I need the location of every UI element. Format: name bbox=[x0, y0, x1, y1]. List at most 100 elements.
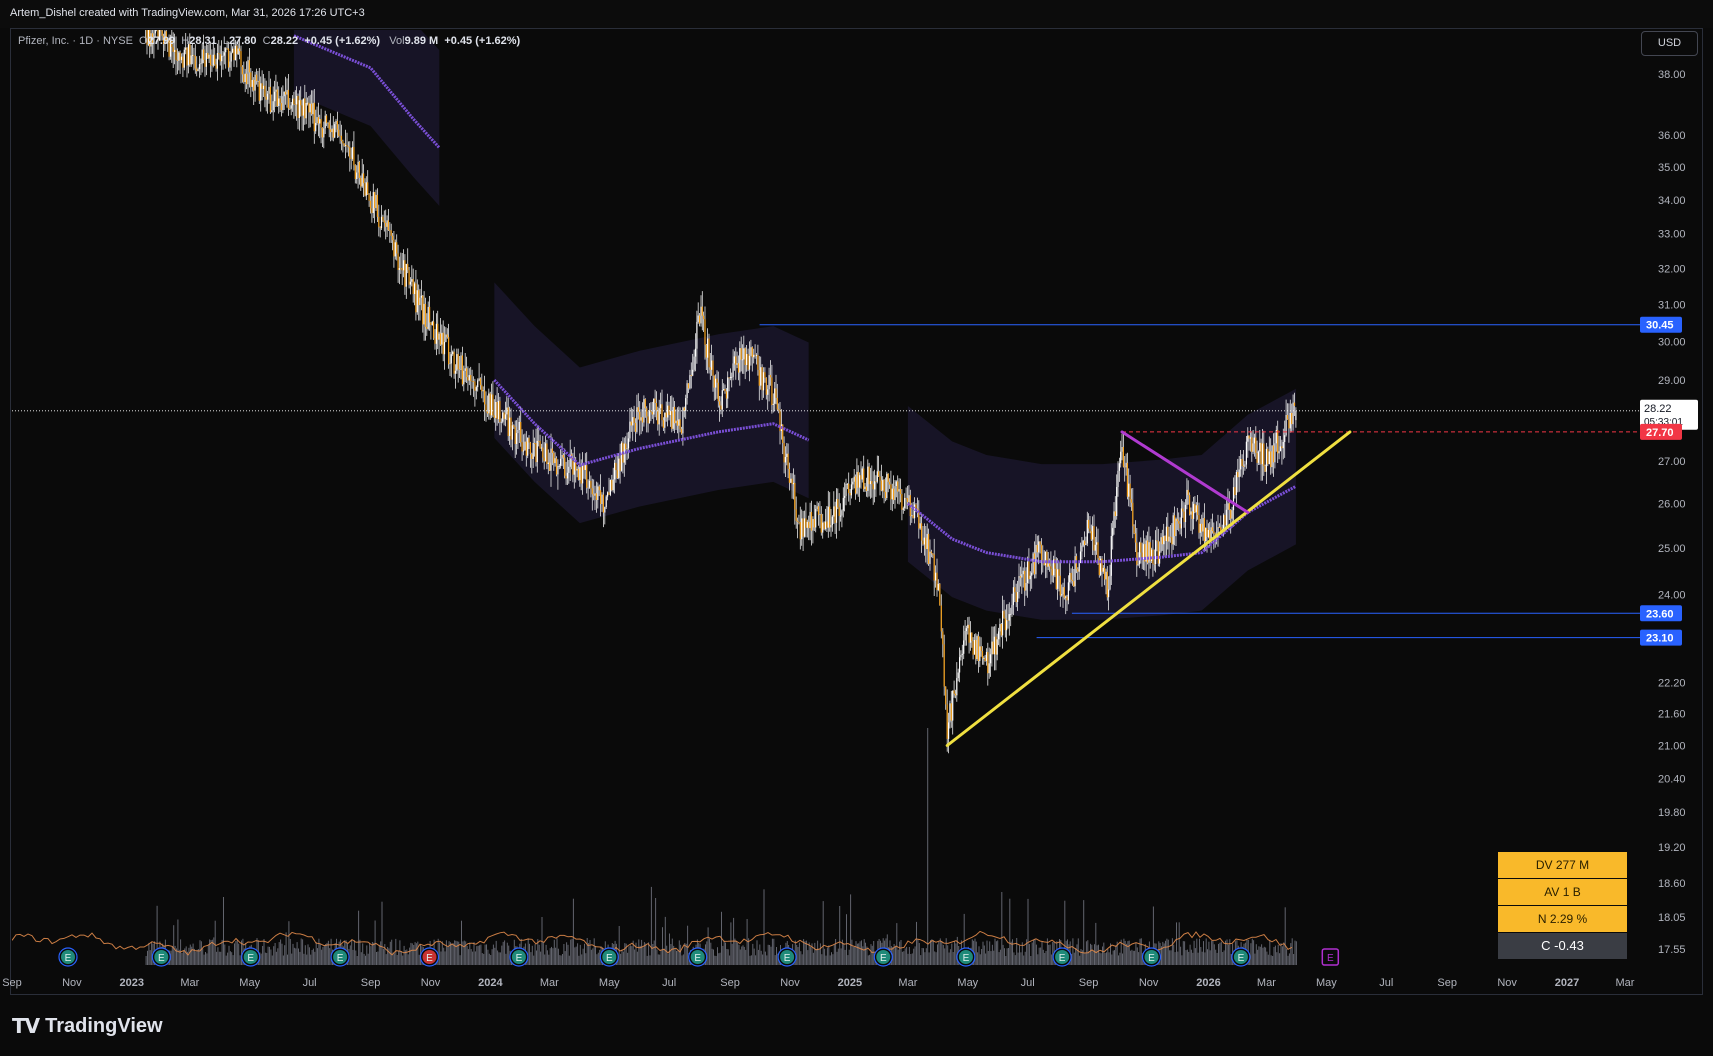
candle-body bbox=[1021, 574, 1023, 578]
volume-bar bbox=[770, 946, 772, 965]
candle-body bbox=[298, 100, 300, 118]
earnings-marker: E bbox=[873, 947, 893, 967]
candle-body bbox=[630, 421, 632, 426]
candle-body bbox=[1217, 527, 1219, 538]
candle-body bbox=[1199, 523, 1201, 533]
candle-body bbox=[810, 512, 813, 531]
volume-bar bbox=[551, 946, 552, 965]
candle-body bbox=[482, 390, 484, 392]
candle-body bbox=[891, 488, 893, 500]
candle-body bbox=[689, 375, 691, 389]
volume-bar bbox=[538, 944, 540, 965]
volume-bar bbox=[1106, 952, 1107, 965]
volume-bar bbox=[281, 943, 283, 965]
volume-bar bbox=[904, 948, 906, 965]
volume-bar bbox=[232, 955, 234, 965]
candle-body bbox=[214, 54, 216, 65]
candle-body bbox=[1209, 530, 1211, 540]
candle-body bbox=[1055, 568, 1057, 589]
volume-bar bbox=[631, 946, 633, 965]
candle-body bbox=[672, 406, 674, 429]
candle-body bbox=[690, 375, 692, 376]
volume-bar bbox=[592, 948, 594, 965]
tradingview-logo[interactable]: TV TradingView bbox=[12, 1014, 163, 1038]
candle-body bbox=[629, 421, 631, 439]
candle-body bbox=[872, 484, 874, 490]
volume-bar bbox=[855, 941, 857, 965]
chart-frame[interactable] bbox=[10, 28, 1703, 995]
candle-body bbox=[180, 56, 183, 61]
volume-bar bbox=[839, 906, 841, 965]
symbol-name[interactable]: Pfizer, Inc. · 1D · NYSE bbox=[18, 35, 133, 47]
candle-body bbox=[185, 47, 187, 50]
candle-body bbox=[297, 95, 299, 118]
volume-bar bbox=[1193, 940, 1195, 965]
volume-bar bbox=[739, 949, 741, 965]
volume-bar bbox=[228, 945, 230, 965]
time-tick-label: Sep bbox=[1079, 977, 1099, 989]
candle-body bbox=[1008, 614, 1010, 621]
volume-bar bbox=[1135, 942, 1137, 965]
volume-bar bbox=[599, 949, 601, 965]
volume-bar bbox=[318, 938, 320, 965]
candle-body bbox=[276, 89, 278, 106]
candle-body bbox=[1241, 459, 1243, 466]
volume-bar bbox=[1184, 941, 1186, 965]
price-tick-label: 38.00 bbox=[1658, 69, 1686, 81]
candle-body bbox=[194, 56, 196, 69]
candle-body bbox=[222, 55, 224, 57]
volume-bar bbox=[1118, 955, 1119, 965]
candle-body bbox=[430, 322, 432, 325]
volume-bar bbox=[836, 951, 838, 965]
candle-body bbox=[1047, 563, 1049, 567]
candle-body bbox=[953, 690, 955, 694]
candle-body bbox=[933, 554, 935, 581]
candle-body bbox=[360, 177, 362, 187]
candle-body bbox=[300, 100, 302, 106]
volume-bar bbox=[1031, 942, 1033, 965]
candle-body bbox=[1038, 541, 1040, 553]
candle-body bbox=[863, 468, 865, 489]
volume-bar bbox=[854, 946, 856, 965]
volume-bar bbox=[1283, 942, 1285, 965]
candle-body bbox=[386, 220, 388, 227]
volume-bar bbox=[441, 941, 443, 965]
volume-bar bbox=[1122, 953, 1123, 965]
volume-bar bbox=[624, 943, 626, 965]
candle-body bbox=[471, 380, 473, 382]
volume-bar bbox=[620, 953, 622, 965]
volume-bar bbox=[589, 940, 591, 965]
candle-body bbox=[792, 483, 795, 485]
earnings-marker-dot bbox=[1055, 950, 1070, 964]
candle-body bbox=[717, 382, 719, 402]
candle-body bbox=[1082, 540, 1084, 546]
candle-body bbox=[983, 658, 985, 659]
candle-body bbox=[590, 480, 592, 489]
volume-bar bbox=[1220, 941, 1222, 965]
volume-bar bbox=[621, 949, 623, 965]
time-tick-label: May bbox=[239, 977, 260, 989]
volume-bar bbox=[575, 946, 577, 965]
candle-body bbox=[678, 419, 680, 426]
candle-body bbox=[418, 290, 420, 306]
candle-body bbox=[538, 440, 540, 442]
footer: TV TradingView bbox=[0, 1000, 1713, 1056]
volume-bar bbox=[501, 945, 503, 965]
candle-body bbox=[290, 105, 292, 109]
candle-body bbox=[291, 98, 294, 106]
volume-bar bbox=[1176, 922, 1177, 965]
candle-body bbox=[1106, 571, 1108, 598]
candle-body bbox=[543, 457, 545, 462]
volume-bar bbox=[1276, 952, 1278, 965]
candle-body bbox=[1015, 592, 1017, 603]
candle-body bbox=[1264, 466, 1266, 472]
volume-bar bbox=[797, 947, 799, 965]
currency-button[interactable]: USD bbox=[1641, 31, 1698, 56]
volume-bar bbox=[650, 886, 652, 965]
time-tick-label: Mar bbox=[540, 977, 559, 989]
candle-body bbox=[1142, 544, 1145, 560]
candle-body bbox=[372, 192, 374, 213]
candle-body bbox=[423, 303, 425, 325]
candle-body bbox=[658, 408, 660, 425]
